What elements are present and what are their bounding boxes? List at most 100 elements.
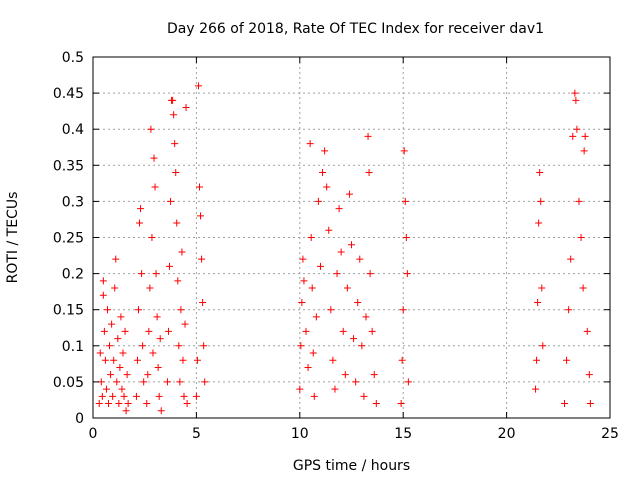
data-point [314, 197, 322, 205]
data-point [144, 371, 152, 379]
data-point [172, 169, 180, 177]
data-point [113, 378, 121, 386]
x-tick-label: 15 [394, 426, 412, 442]
data-point [352, 378, 360, 386]
data-point [298, 298, 306, 306]
data-point [116, 363, 124, 371]
data-point [583, 327, 591, 335]
data-point [362, 313, 370, 321]
data-point [201, 378, 209, 386]
data-point [173, 219, 181, 227]
data-point [175, 342, 183, 350]
data-point [343, 284, 351, 292]
data-point [124, 400, 132, 408]
data-point [139, 342, 147, 350]
data-point [122, 407, 130, 415]
data-point [181, 320, 189, 328]
y-tick-label: 0.3 [62, 194, 84, 210]
data-point [200, 342, 208, 350]
data-point [96, 349, 104, 357]
y-tick-label: 0.35 [53, 158, 84, 174]
data-point [102, 385, 110, 393]
data-point [103, 306, 111, 314]
data-point [99, 291, 107, 299]
data-point [170, 111, 178, 119]
data-point [302, 327, 310, 335]
data-point [300, 277, 308, 285]
data-point [307, 234, 315, 241]
data-point [400, 147, 408, 155]
data-point [157, 407, 165, 415]
data-point [586, 400, 594, 408]
data-point [567, 255, 575, 263]
data-point [193, 356, 201, 364]
data-point [123, 371, 131, 379]
data-point [335, 205, 343, 213]
y-tick-label: 0.05 [53, 375, 84, 391]
data-point [368, 327, 376, 335]
x-axis-label: GPS time / hours [293, 458, 410, 474]
data-point [299, 255, 307, 263]
data-points [95, 82, 594, 415]
data-point [153, 313, 161, 321]
data-point [119, 349, 127, 357]
data-point [333, 270, 341, 278]
data-point [167, 197, 175, 205]
data-point [101, 356, 109, 364]
data-point [136, 219, 144, 227]
data-point [316, 262, 324, 270]
data-point [399, 306, 407, 314]
data-point [580, 147, 588, 155]
data-point [329, 356, 337, 364]
data-point [532, 385, 540, 393]
data-point [306, 140, 314, 148]
data-point [304, 363, 312, 371]
data-point [192, 392, 200, 400]
y-tick-label: 0.45 [53, 86, 84, 102]
data-point [177, 306, 185, 314]
data-point [174, 277, 182, 285]
data-point [341, 371, 349, 379]
data-point [398, 356, 406, 364]
data-point [297, 342, 305, 350]
data-point [115, 400, 123, 408]
data-point [331, 385, 339, 393]
data-point [365, 169, 373, 177]
data-point [319, 169, 327, 177]
data-point [150, 154, 158, 162]
data-point [337, 248, 345, 256]
data-point [534, 298, 542, 306]
data-point [95, 400, 103, 408]
data-point [370, 371, 378, 379]
data-point [132, 392, 140, 400]
data-point [151, 183, 159, 191]
data-point [155, 392, 163, 400]
y-tick-label: 0.2 [62, 267, 84, 283]
data-point [581, 132, 589, 140]
data-point [99, 277, 107, 285]
data-point [402, 234, 410, 241]
data-point [180, 392, 188, 400]
data-point [348, 241, 355, 249]
data-point [577, 234, 585, 241]
x-tick-label: 0 [89, 426, 98, 442]
chart-title: Day 266 of 2018, Rate Of TEC Index for r… [167, 21, 544, 37]
data-point [164, 327, 172, 335]
data-point [325, 226, 333, 234]
data-point [354, 298, 362, 306]
data-point [533, 356, 541, 364]
data-point [194, 82, 202, 90]
data-point [585, 371, 593, 379]
data-point [137, 205, 145, 213]
data-point [183, 400, 191, 408]
data-point [147, 125, 155, 133]
data-point [108, 320, 116, 328]
data-point [138, 270, 146, 278]
data-point [143, 400, 151, 408]
data-point [397, 400, 405, 408]
x-tick-label: 10 [291, 426, 309, 442]
data-point [356, 255, 364, 263]
data-point [197, 212, 205, 220]
